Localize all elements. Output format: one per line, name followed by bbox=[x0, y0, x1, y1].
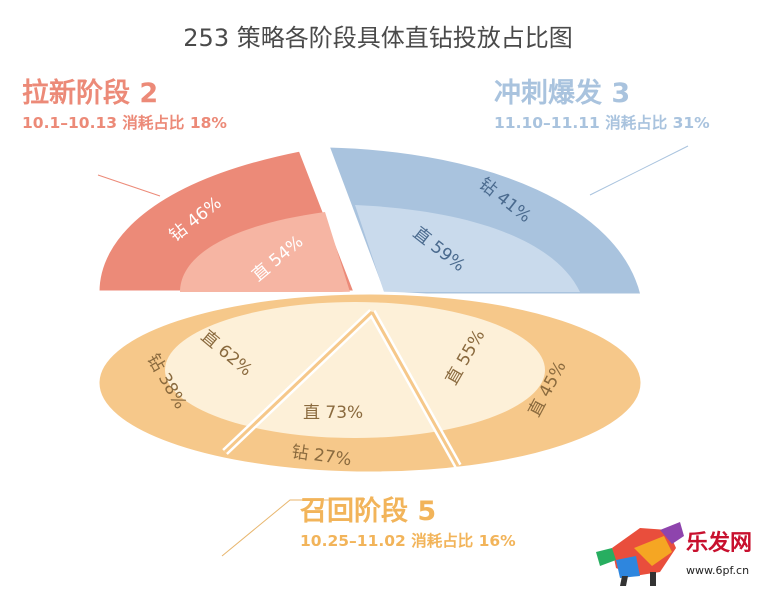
bull-logo-icon bbox=[596, 522, 684, 586]
leader-line-sprint bbox=[589, 145, 689, 196]
watermark-url: www.6pf.cn bbox=[686, 564, 749, 577]
chart-title: 253 策略各阶段具体直钻投放占比图 bbox=[183, 24, 572, 52]
phase-title-recall: 召回阶段 5 bbox=[300, 496, 436, 527]
leader-line-pull-new bbox=[97, 174, 161, 197]
divider-left-inner bbox=[223, 310, 374, 454]
wedge-recall: 直 62% 钻 38% 直 73% 钻 27% 直 55% 直 45% bbox=[96, 291, 644, 475]
wedge-recall-inner bbox=[165, 302, 545, 438]
wedge-pull-new: 钻 46% 直 54% bbox=[96, 148, 358, 294]
divider-right-inner bbox=[370, 311, 460, 467]
wedge-sprint: 钻 41% 直 59% bbox=[325, 144, 644, 297]
wedge-pull-new-inner bbox=[180, 212, 350, 292]
phase-subtitle-recall: 10.25–11.02 消耗占比 16% bbox=[300, 531, 516, 550]
phase-subtitle-sprint: 11.10–11.11 消耗占比 31% bbox=[494, 113, 710, 132]
segment-label-zhi-73: 直 73% bbox=[303, 403, 363, 423]
phase-title-sprint: 冲刺爆发 3 bbox=[494, 77, 630, 109]
phase-title-pull-new: 拉新阶段 2 bbox=[22, 77, 158, 109]
watermark: 乐发网 www.6pf.cn bbox=[596, 522, 752, 586]
leader-line-recall bbox=[221, 499, 330, 557]
watermark-brand: 乐发网 bbox=[686, 530, 752, 556]
wedge-sprint-inner bbox=[355, 205, 580, 292]
phase-subtitle-pull-new: 10.1–10.13 消耗占比 18% bbox=[22, 113, 227, 132]
